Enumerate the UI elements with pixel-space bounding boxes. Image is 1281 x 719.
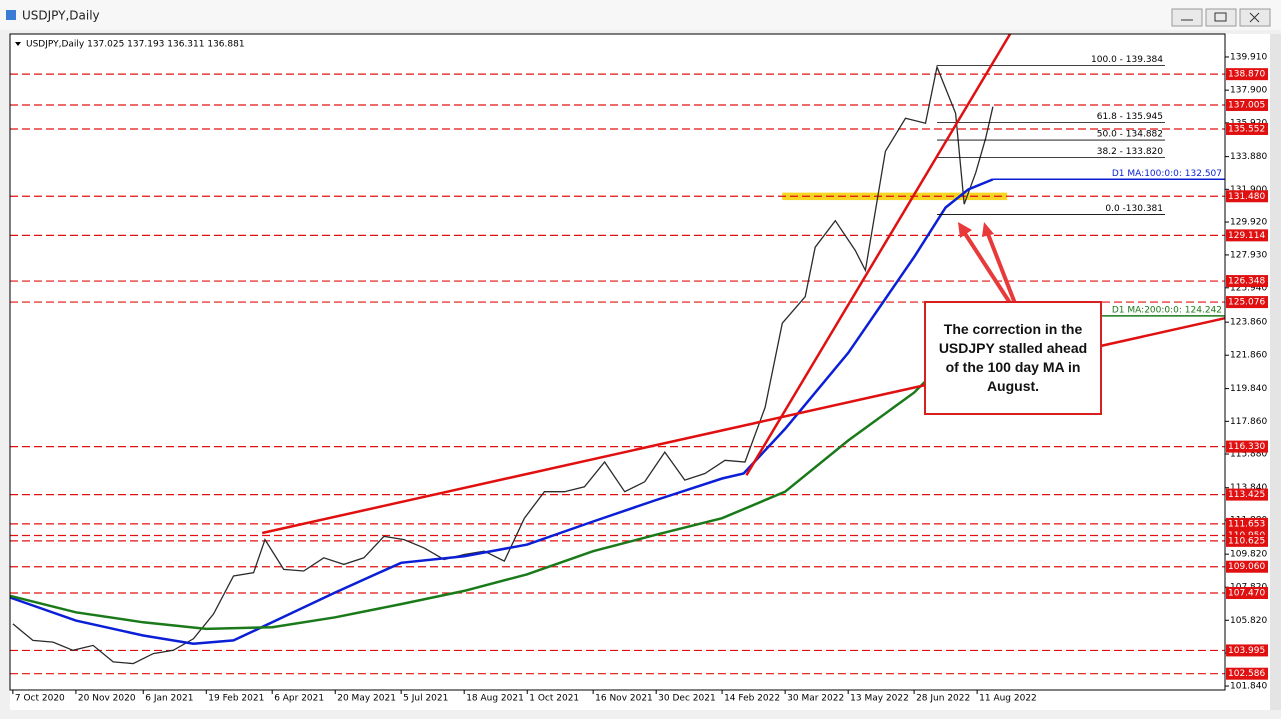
y-tick-label: 109.820 — [1230, 550, 1267, 560]
x-tick-label: 19 Feb 2021 — [208, 694, 264, 704]
level-tag — [1226, 275, 1268, 288]
level-label: 107.470 — [1228, 589, 1265, 599]
x-tick-label: 5 Jul 2021 — [403, 694, 448, 704]
y-tick-label: 123.860 — [1230, 318, 1267, 328]
app-icon — [6, 10, 16, 20]
level-label: 135.552 — [1228, 124, 1265, 134]
moving-average — [9, 315, 994, 631]
x-tick-label: 11 Aug 2022 — [979, 694, 1037, 704]
minimize-button[interactable] — [1171, 8, 1203, 27]
x-tick-label: 16 Nov 2021 — [595, 694, 653, 704]
level-label: 138.870 — [1228, 70, 1265, 80]
x-tick-label: 1 Oct 2021 — [529, 694, 579, 704]
level-label: 137.005 — [1228, 100, 1265, 110]
arrow-shaft — [962, 230, 1014, 308]
level-tag — [1226, 488, 1268, 501]
level-tag — [1226, 296, 1268, 309]
y-tick-label: 115.880 — [1230, 450, 1267, 460]
fib-label: 38.2 - 133.820 — [1097, 147, 1163, 157]
plot: D1 MA:100:0:0: 132.507 D1 MA:200:0:0: 124… — [9, 33, 1226, 675]
y-tick-label: 121.860 — [1230, 351, 1267, 361]
level-label: 116.330 — [1228, 442, 1265, 452]
fib-label: 100.0 - 139.384 — [1091, 55, 1163, 65]
x-tick-label: 13 May 2022 — [850, 694, 909, 704]
plot-border — [9, 33, 1226, 691]
level-label: 126.348 — [1228, 277, 1265, 287]
y-tick-label: 139.910 — [1230, 52, 1267, 62]
x-tick-label: 6 Apr 2021 — [274, 694, 324, 704]
x-tick-label: 30 Dec 2021 — [658, 694, 716, 704]
moving-average — [9, 178, 994, 645]
level-tag — [1226, 667, 1268, 680]
level-label: 102.586 — [1228, 669, 1265, 679]
title-bar — [0, 0, 1281, 30]
level-tag — [1226, 229, 1268, 242]
level-tag — [1226, 68, 1268, 81]
x-tick-label: 14 Feb 2022 — [724, 694, 780, 704]
level-label: 111.653 — [1228, 519, 1265, 529]
level-tag — [1226, 98, 1268, 111]
level-label: 110.625 — [1228, 536, 1265, 546]
arrow-shaft — [986, 233, 1018, 307]
x-tick-label: 18 Aug 2021 — [466, 694, 524, 704]
maximize-button[interactable] — [1205, 8, 1237, 27]
y-tick-label: 131.900 — [1230, 185, 1267, 195]
level-tag — [1226, 440, 1268, 453]
arrow-head — [958, 222, 972, 238]
y-tick-label: 119.840 — [1230, 384, 1267, 394]
scrollbar[interactable] — [1270, 34, 1281, 710]
y-tick-label: 137.900 — [1230, 86, 1267, 96]
arrow-head — [982, 222, 994, 237]
annotation: The correction in the USDJPY stalled ahe… — [924, 301, 1102, 415]
fib-label: 50.0 - 134.882 — [1097, 130, 1163, 140]
y-tick-label: 133.880 — [1230, 152, 1267, 162]
level-tag — [1226, 190, 1268, 203]
price-line — [12, 64, 994, 665]
ma-label: D1 MA:100:0:0: 132.507 — [1112, 169, 1222, 179]
level-tag — [1226, 560, 1268, 573]
arrows — [958, 222, 1018, 308]
level-tag — [1226, 587, 1268, 600]
level-tag — [1226, 534, 1268, 547]
level-label: 103.995 — [1228, 646, 1265, 656]
ma-label: D1 MA:200:0:0: 124.242 — [1112, 305, 1222, 315]
dropdown-arrow — [15, 42, 21, 46]
y-tick-label: 105.820 — [1230, 616, 1267, 626]
chart-title: USDJPY,Daily 137.025 137.193 136.311 136… — [26, 40, 245, 50]
y-tick-label: 101.840 — [1230, 682, 1267, 692]
x-tick-label: 28 Jun 2022 — [916, 694, 970, 704]
level-tag — [1226, 644, 1268, 657]
level-tag — [1226, 517, 1268, 530]
fib-label: 61.8 - 135.945 — [1097, 112, 1163, 122]
level-label: 109.060 — [1228, 562, 1265, 572]
x-tick-label: 20 May 2021 — [337, 694, 396, 704]
y-tick-label: 117.860 — [1230, 417, 1267, 427]
x-tick-label: 30 Mar 2022 — [787, 694, 844, 704]
y-tick-label: 129.920 — [1230, 218, 1267, 228]
maximize-icon — [1214, 12, 1227, 22]
level-tag — [1226, 122, 1268, 135]
level-label: 125.076 — [1228, 298, 1265, 308]
window-title: USDJPY,Daily — [22, 9, 100, 23]
x-tick-label: 20 Nov 2020 — [78, 694, 136, 704]
y-tick-label: 125.940 — [1230, 283, 1267, 293]
window-buttons[interactable] — [1171, 8, 1271, 27]
level-label: 131.480 — [1228, 192, 1265, 202]
y-tick-label: 113.840 — [1230, 483, 1267, 493]
close-icon — [1249, 12, 1260, 23]
level-label: 129.114 — [1228, 231, 1265, 241]
fib-label: 0.0 -130.381 — [1105, 204, 1163, 214]
x-tick-label: 7 Oct 2020 — [15, 694, 65, 704]
level-label: 113.425 — [1228, 490, 1265, 500]
y-tick-label: 127.930 — [1230, 250, 1267, 260]
support-zone — [782, 192, 1008, 201]
x-tick-label: 6 Jan 2021 — [145, 694, 193, 704]
trendline — [745, 33, 1012, 476]
